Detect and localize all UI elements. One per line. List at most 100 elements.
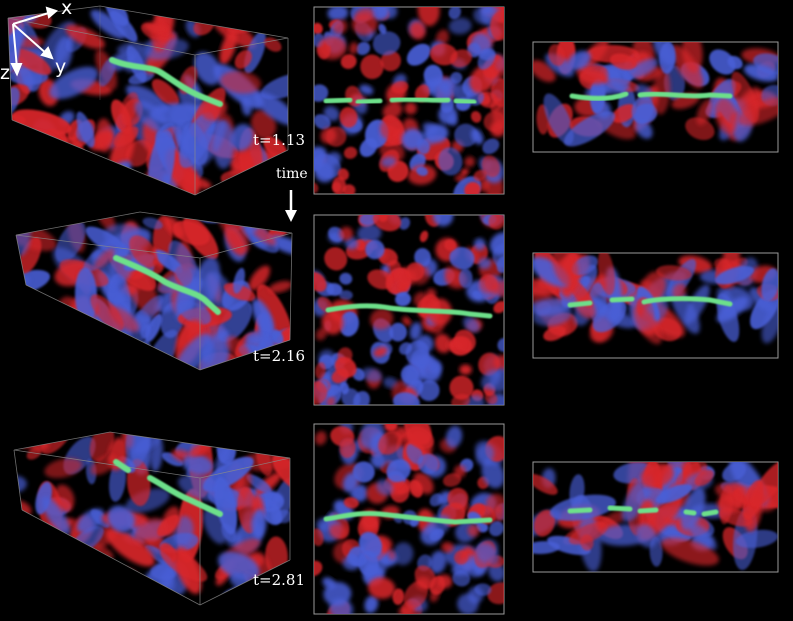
vorticity-blob (489, 232, 504, 256)
vorticity-blob (625, 58, 659, 80)
vorticity-blob (51, 160, 96, 186)
vorticity-blob (234, 49, 252, 69)
vorticity-blob (211, 6, 251, 27)
vorticity-blob (402, 316, 412, 326)
vorticity-blob (360, 424, 385, 450)
vorticity-blob (463, 316, 480, 333)
bounding-box (13, 431, 291, 606)
vorticity-blob (193, 51, 221, 86)
vorticity-blob (44, 458, 83, 479)
vorticity-blob (90, 454, 117, 475)
vorticity-blob (425, 288, 437, 300)
vorticity-blob (182, 454, 214, 476)
vorticity-blob (339, 226, 354, 241)
vorticity-blob (267, 586, 290, 605)
vortex-field (14, 432, 290, 605)
vorticity-blob (41, 496, 71, 536)
vorticity-blob (332, 19, 348, 34)
vorticity-blob (314, 272, 327, 292)
vorticity-blob (694, 469, 714, 487)
bounding-box (7, 5, 289, 196)
vorticity-blob (49, 66, 99, 100)
vortex-tube (567, 505, 719, 517)
vorticity-blob (358, 531, 383, 558)
vorticity-blob (391, 80, 409, 94)
vorticity-blob (484, 391, 498, 405)
vorticity-blob (454, 550, 469, 565)
vorticity-blob (30, 546, 58, 557)
vorticity-blob (451, 394, 471, 405)
vorticity-blob (318, 36, 347, 60)
vorticity-blob (329, 523, 348, 540)
vorticity-blob (429, 550, 447, 574)
vorticity-blob (387, 549, 396, 561)
vorticity-blob (370, 452, 387, 469)
vorticity-blob (339, 272, 353, 285)
vorticity-blob (660, 525, 678, 540)
vorticity-blob (392, 588, 405, 605)
vorticity-blob (14, 48, 52, 76)
vorticity-blob (365, 239, 385, 260)
vortex-field (533, 42, 778, 147)
vorticity-blob (133, 295, 163, 329)
z-axis-label: z (0, 62, 10, 84)
vorticity-blob (134, 517, 166, 546)
vorticity-blob (381, 156, 397, 167)
vorticity-blob (217, 551, 260, 581)
vortex-field (8, 6, 288, 195)
vorticity-blob (126, 84, 169, 114)
vorticity-blob (422, 122, 438, 135)
vorticity-blob (418, 379, 440, 402)
vorticity-blob (364, 595, 379, 614)
vorticity-blob (353, 391, 370, 405)
vorticity-blob (76, 111, 95, 148)
vorticity-blob (219, 29, 238, 65)
vorticity-blob (85, 226, 129, 257)
vorticity-blob (631, 95, 654, 124)
vorticity-blob (121, 594, 137, 605)
vorticity-blob (478, 257, 492, 270)
vorticity-blob (161, 452, 184, 467)
vorticity-blob (213, 120, 235, 169)
vorticity-blob (90, 509, 110, 528)
vorticity-blob (376, 479, 394, 496)
vortex-tube (323, 511, 493, 525)
vorticity-blob (473, 238, 486, 251)
vorticity-blob (474, 583, 492, 596)
vorticity-blob (225, 591, 241, 605)
vorticity-blob (324, 247, 348, 271)
vorticity-blob (719, 485, 733, 525)
vorticity-blob (543, 325, 566, 342)
vorticity-blob (406, 43, 431, 66)
vorticity-blob (74, 267, 98, 324)
vorticity-blob (107, 505, 135, 533)
vorticity-blob (8, 132, 26, 180)
vorticity-blob (326, 152, 342, 166)
vorticity-blob (268, 235, 292, 255)
vorticity-blob (406, 426, 434, 450)
time-stamp-row-1: t=1.13 (253, 131, 305, 149)
vorticity-blob (460, 168, 469, 177)
vorticity-blob (128, 70, 155, 85)
vorticity-blob (172, 220, 210, 246)
vorticity-blob (722, 462, 747, 482)
vorticity-blob (339, 381, 350, 395)
vorticity-blob (445, 425, 463, 448)
vorticity-blob (254, 91, 288, 126)
vorticity-blob (151, 79, 180, 107)
vorticity-blob (444, 266, 464, 286)
vorticity-blob (447, 487, 469, 509)
vorticity-blob (387, 160, 409, 183)
vorticity-blob (452, 570, 471, 587)
vorticity-blob (271, 477, 290, 524)
vorticity-blob (389, 322, 407, 342)
vorticity-blob (653, 68, 671, 115)
vorticity-blob (26, 331, 70, 370)
vorticity-blob (380, 50, 401, 72)
vorticity-blob (121, 586, 143, 603)
vortex-tube (569, 91, 733, 101)
vorticity-blob (27, 332, 50, 351)
vorticity-blob (27, 331, 57, 367)
vorticity-blob (406, 262, 425, 281)
vorticity-blob (450, 71, 463, 84)
